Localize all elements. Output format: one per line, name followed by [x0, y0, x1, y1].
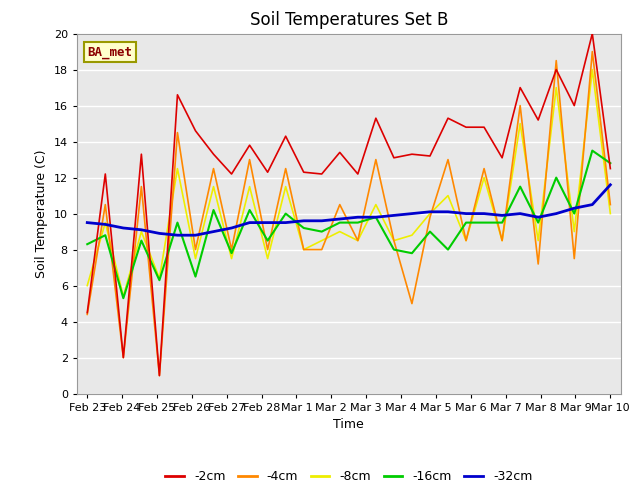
Y-axis label: Soil Temperature (C): Soil Temperature (C) [35, 149, 48, 278]
Legend: -2cm, -4cm, -8cm, -16cm, -32cm: -2cm, -4cm, -8cm, -16cm, -32cm [160, 465, 538, 480]
X-axis label: Time: Time [333, 418, 364, 431]
Text: BA_met: BA_met [88, 46, 132, 59]
Title: Soil Temperatures Set B: Soil Temperatures Set B [250, 11, 448, 29]
